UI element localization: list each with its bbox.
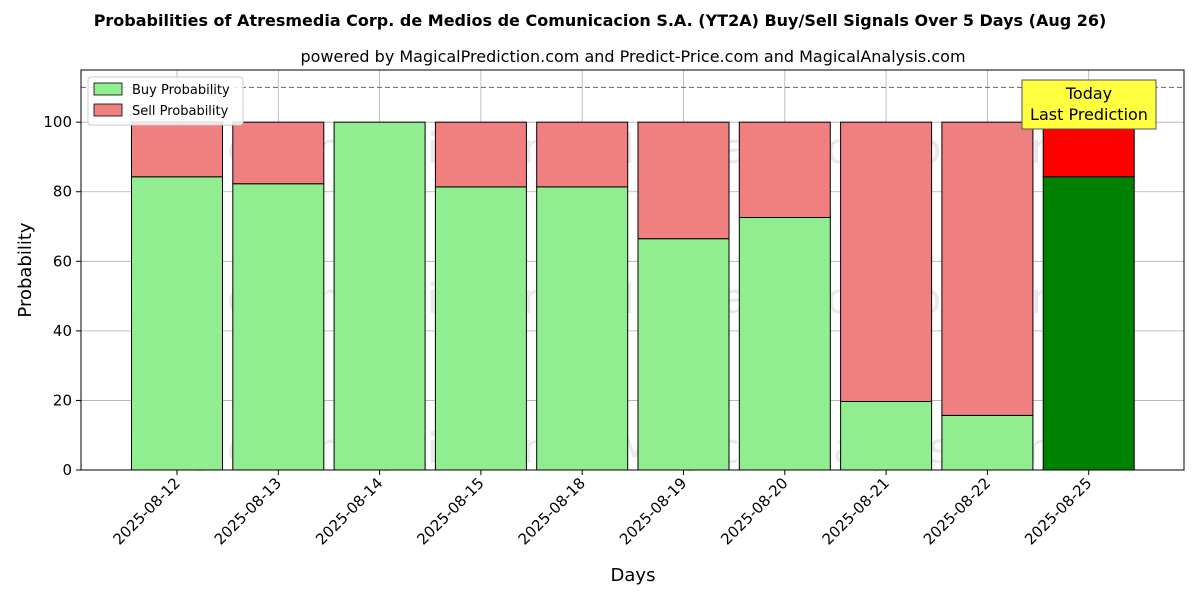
y-axis-ticks: 0 20 40 60 80 100 [43,113,81,479]
chart-subtitle: powered by MagicalPrediction.com and Pre… [300,47,965,66]
y-axis-label: Probability [15,222,36,317]
today-annotation: Today Last Prediction [1021,79,1157,130]
buy-bar [131,176,223,471]
buy-bar [941,414,1034,471]
x-tick-label: 2025-08-19 [616,474,690,548]
sell-bar [941,121,1034,416]
y-tick-label: 100 [43,113,72,131]
y-tick-label: 60 [53,252,72,270]
y-tick-label: 80 [53,183,72,201]
x-tick-label: 2025-08-21 [819,474,893,548]
bars-layer [131,121,1135,471]
today-annotation-line-1: Today [1065,84,1112,103]
y-tick-label: 0 [62,461,72,479]
buy-bar [840,400,933,471]
chart-title: Probabilities of Atresmedia Corp. de Med… [94,11,1107,30]
sell-bar [131,121,223,178]
buy-bar [232,183,325,471]
today-annotation-line-2: Last Prediction [1030,105,1148,124]
x-tick-label: 2025-08-13 [211,474,285,548]
y-tick-label: 20 [53,391,72,409]
today-annotation-box [1021,79,1157,130]
sell-bar [840,121,933,402]
sell-bar [738,121,831,218]
legend-sell-label: Sell Probability [132,104,229,119]
legend-box [87,76,244,126]
sell-bar [1042,121,1135,178]
sell-bar [637,121,730,240]
sell-bar [536,121,629,188]
sell-bar [232,121,325,185]
sell-bar [434,121,527,188]
x-tick-label: 2025-08-14 [312,474,386,548]
x-tick-label: 2025-08-20 [717,474,791,548]
x-tick-label: 2025-08-12 [109,474,183,548]
legend-buy-swatch [93,82,123,96]
legend-sell-swatch [93,103,123,117]
x-tick-label: 2025-08-25 [1021,474,1095,548]
x-axis-ticks: 2025-08-12 2025-08-13 2025-08-14 2025-08-15… [109,470,1096,548]
x-tick-label: 2025-08-15 [413,474,487,548]
buy-bar [333,121,426,471]
legend: Buy Probability Sell Probability [87,76,244,126]
x-tick-label: 2025-08-18 [515,474,589,548]
x-axis-label: Days [611,565,656,586]
buy-bar [1042,176,1135,471]
plot-frame [80,69,1185,471]
buy-bar [637,238,730,471]
buy-bar [434,186,527,471]
x-tick-label: 2025-08-22 [920,474,994,548]
buy-bar [536,186,629,471]
y-tick-label: 40 [53,322,72,340]
buy-bar [738,216,831,471]
legend-buy-label: Buy Probability [132,83,230,98]
